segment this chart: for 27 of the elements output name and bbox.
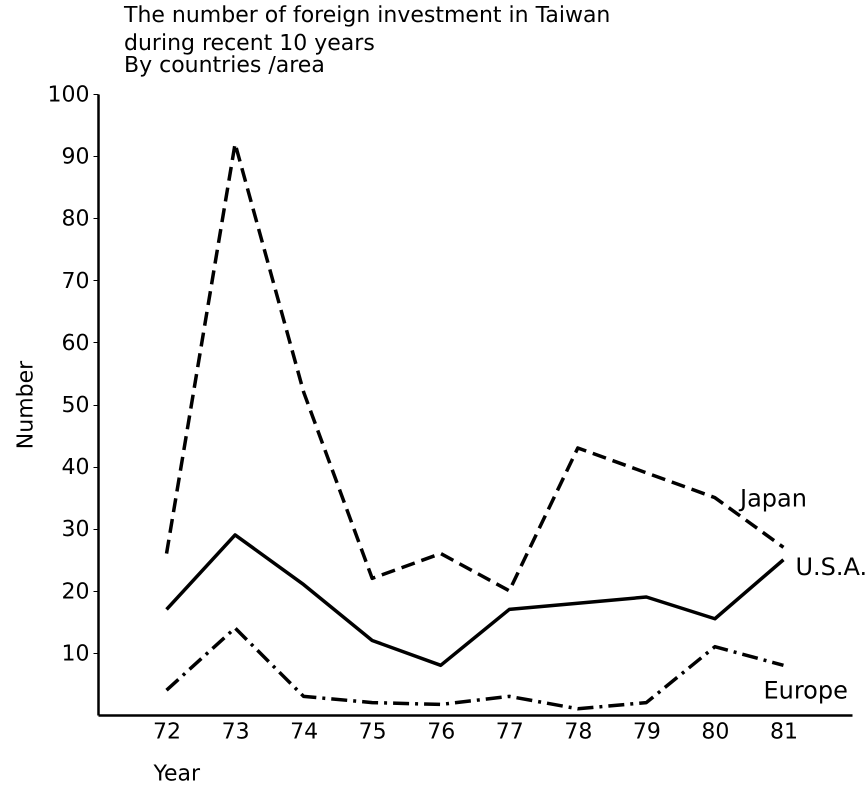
y-tick-label: 80 <box>62 206 90 232</box>
line-series <box>164 533 786 668</box>
y-tick-label: 70 <box>62 268 90 294</box>
y-tick-label: 50 <box>62 393 90 418</box>
y-tick-label: 20 <box>62 579 90 604</box>
x-tick-label: 81 <box>770 720 798 744</box>
chart-title: The number of foreign investment in Taiwan during recent 10 years <box>123 3 610 56</box>
y-tick-label: 60 <box>62 330 90 356</box>
x-tick-label: 77 <box>496 720 524 744</box>
x-tick-label: 72 <box>153 720 182 744</box>
x-tick-label: 73 <box>222 720 250 744</box>
x-tick-label: 74 <box>290 720 318 744</box>
y-tick-label: 100 <box>48 82 90 108</box>
y-axis-title: Number <box>14 360 39 450</box>
series-label: Europe <box>763 676 848 704</box>
y-tick-label: 40 <box>62 455 90 480</box>
series-label: Japan <box>738 484 807 512</box>
x-tick-label: 78 <box>564 720 592 744</box>
x-tick-label: 76 <box>427 720 456 744</box>
x-axis-title: Year <box>152 762 202 786</box>
y-tick-label: 30 <box>62 517 90 542</box>
y-tick-label: 90 <box>62 144 90 170</box>
x-tick-label: 80 <box>701 720 730 744</box>
x-tick-label: 79 <box>632 720 661 744</box>
y-tick-label: 10 <box>62 641 90 666</box>
series-label: U.S.A. <box>795 552 867 581</box>
x-tick-label: 75 <box>358 720 387 744</box>
